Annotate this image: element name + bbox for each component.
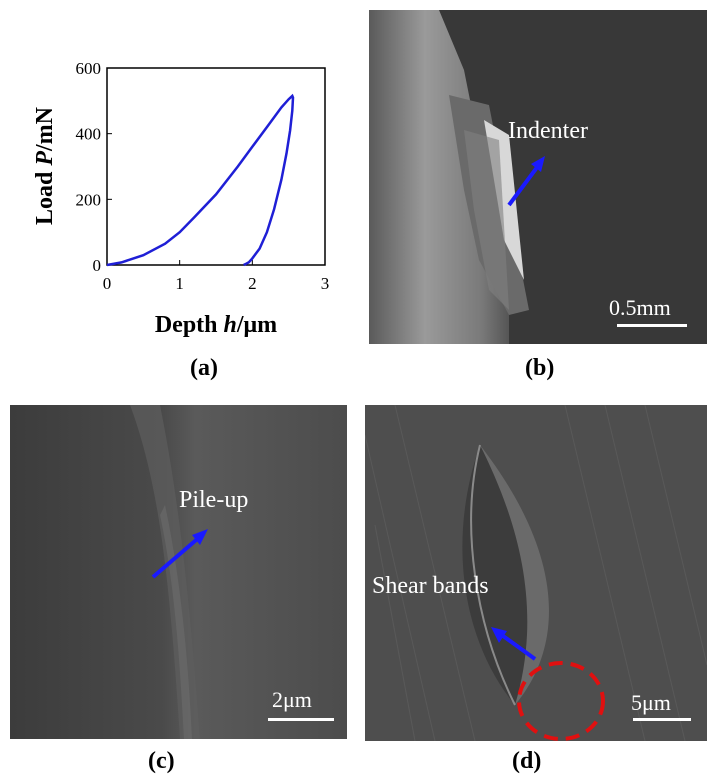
load-depth-curve bbox=[106, 93, 295, 267]
y-tick-label: 600 bbox=[76, 59, 102, 78]
x-axis-label: Depth h/μm bbox=[155, 312, 277, 338]
indenter-annotation: Indenter bbox=[508, 118, 588, 144]
sem-image-shear-bands: Shear bands 5μm bbox=[365, 405, 707, 741]
load-depth-chart: 0 1 2 3 0 200 400 600 Depth h/μm Load P/mN bbox=[32, 59, 330, 338]
ticks-group: 0 1 2 3 0 200 400 600 bbox=[76, 59, 330, 293]
x-tick-label: 1 bbox=[175, 274, 184, 293]
scale-label: 5μm bbox=[631, 690, 671, 715]
sem-image-pileup: Pile-up 2μm bbox=[10, 405, 347, 739]
scale-bar bbox=[633, 718, 691, 721]
x-tick-label: 0 bbox=[103, 274, 112, 293]
scale-bar bbox=[617, 324, 687, 327]
y-tick-label: 0 bbox=[93, 256, 102, 275]
panel-c-label: (c) bbox=[148, 748, 175, 774]
scale-bar bbox=[268, 718, 334, 721]
pileup-annotation: Pile-up bbox=[179, 487, 249, 513]
y-axis-label: Load P/mN bbox=[32, 106, 58, 225]
axes-frame bbox=[106, 67, 326, 266]
panel-a-label: (a) bbox=[190, 355, 218, 381]
x-tick-label: 3 bbox=[321, 274, 330, 293]
panel-b-label: (b) bbox=[525, 355, 555, 381]
panel-d-label: (d) bbox=[512, 748, 542, 774]
sem-image-indenter: Indenter 0.5mm bbox=[369, 10, 707, 344]
y-tick-label: 200 bbox=[76, 190, 102, 209]
y-tick-label: 400 bbox=[76, 125, 102, 144]
shear-bands-annotation: Shear bands bbox=[372, 573, 489, 599]
scale-label: 2μm bbox=[272, 687, 312, 712]
x-tick-label: 2 bbox=[248, 274, 257, 293]
scale-label: 0.5mm bbox=[609, 295, 671, 320]
